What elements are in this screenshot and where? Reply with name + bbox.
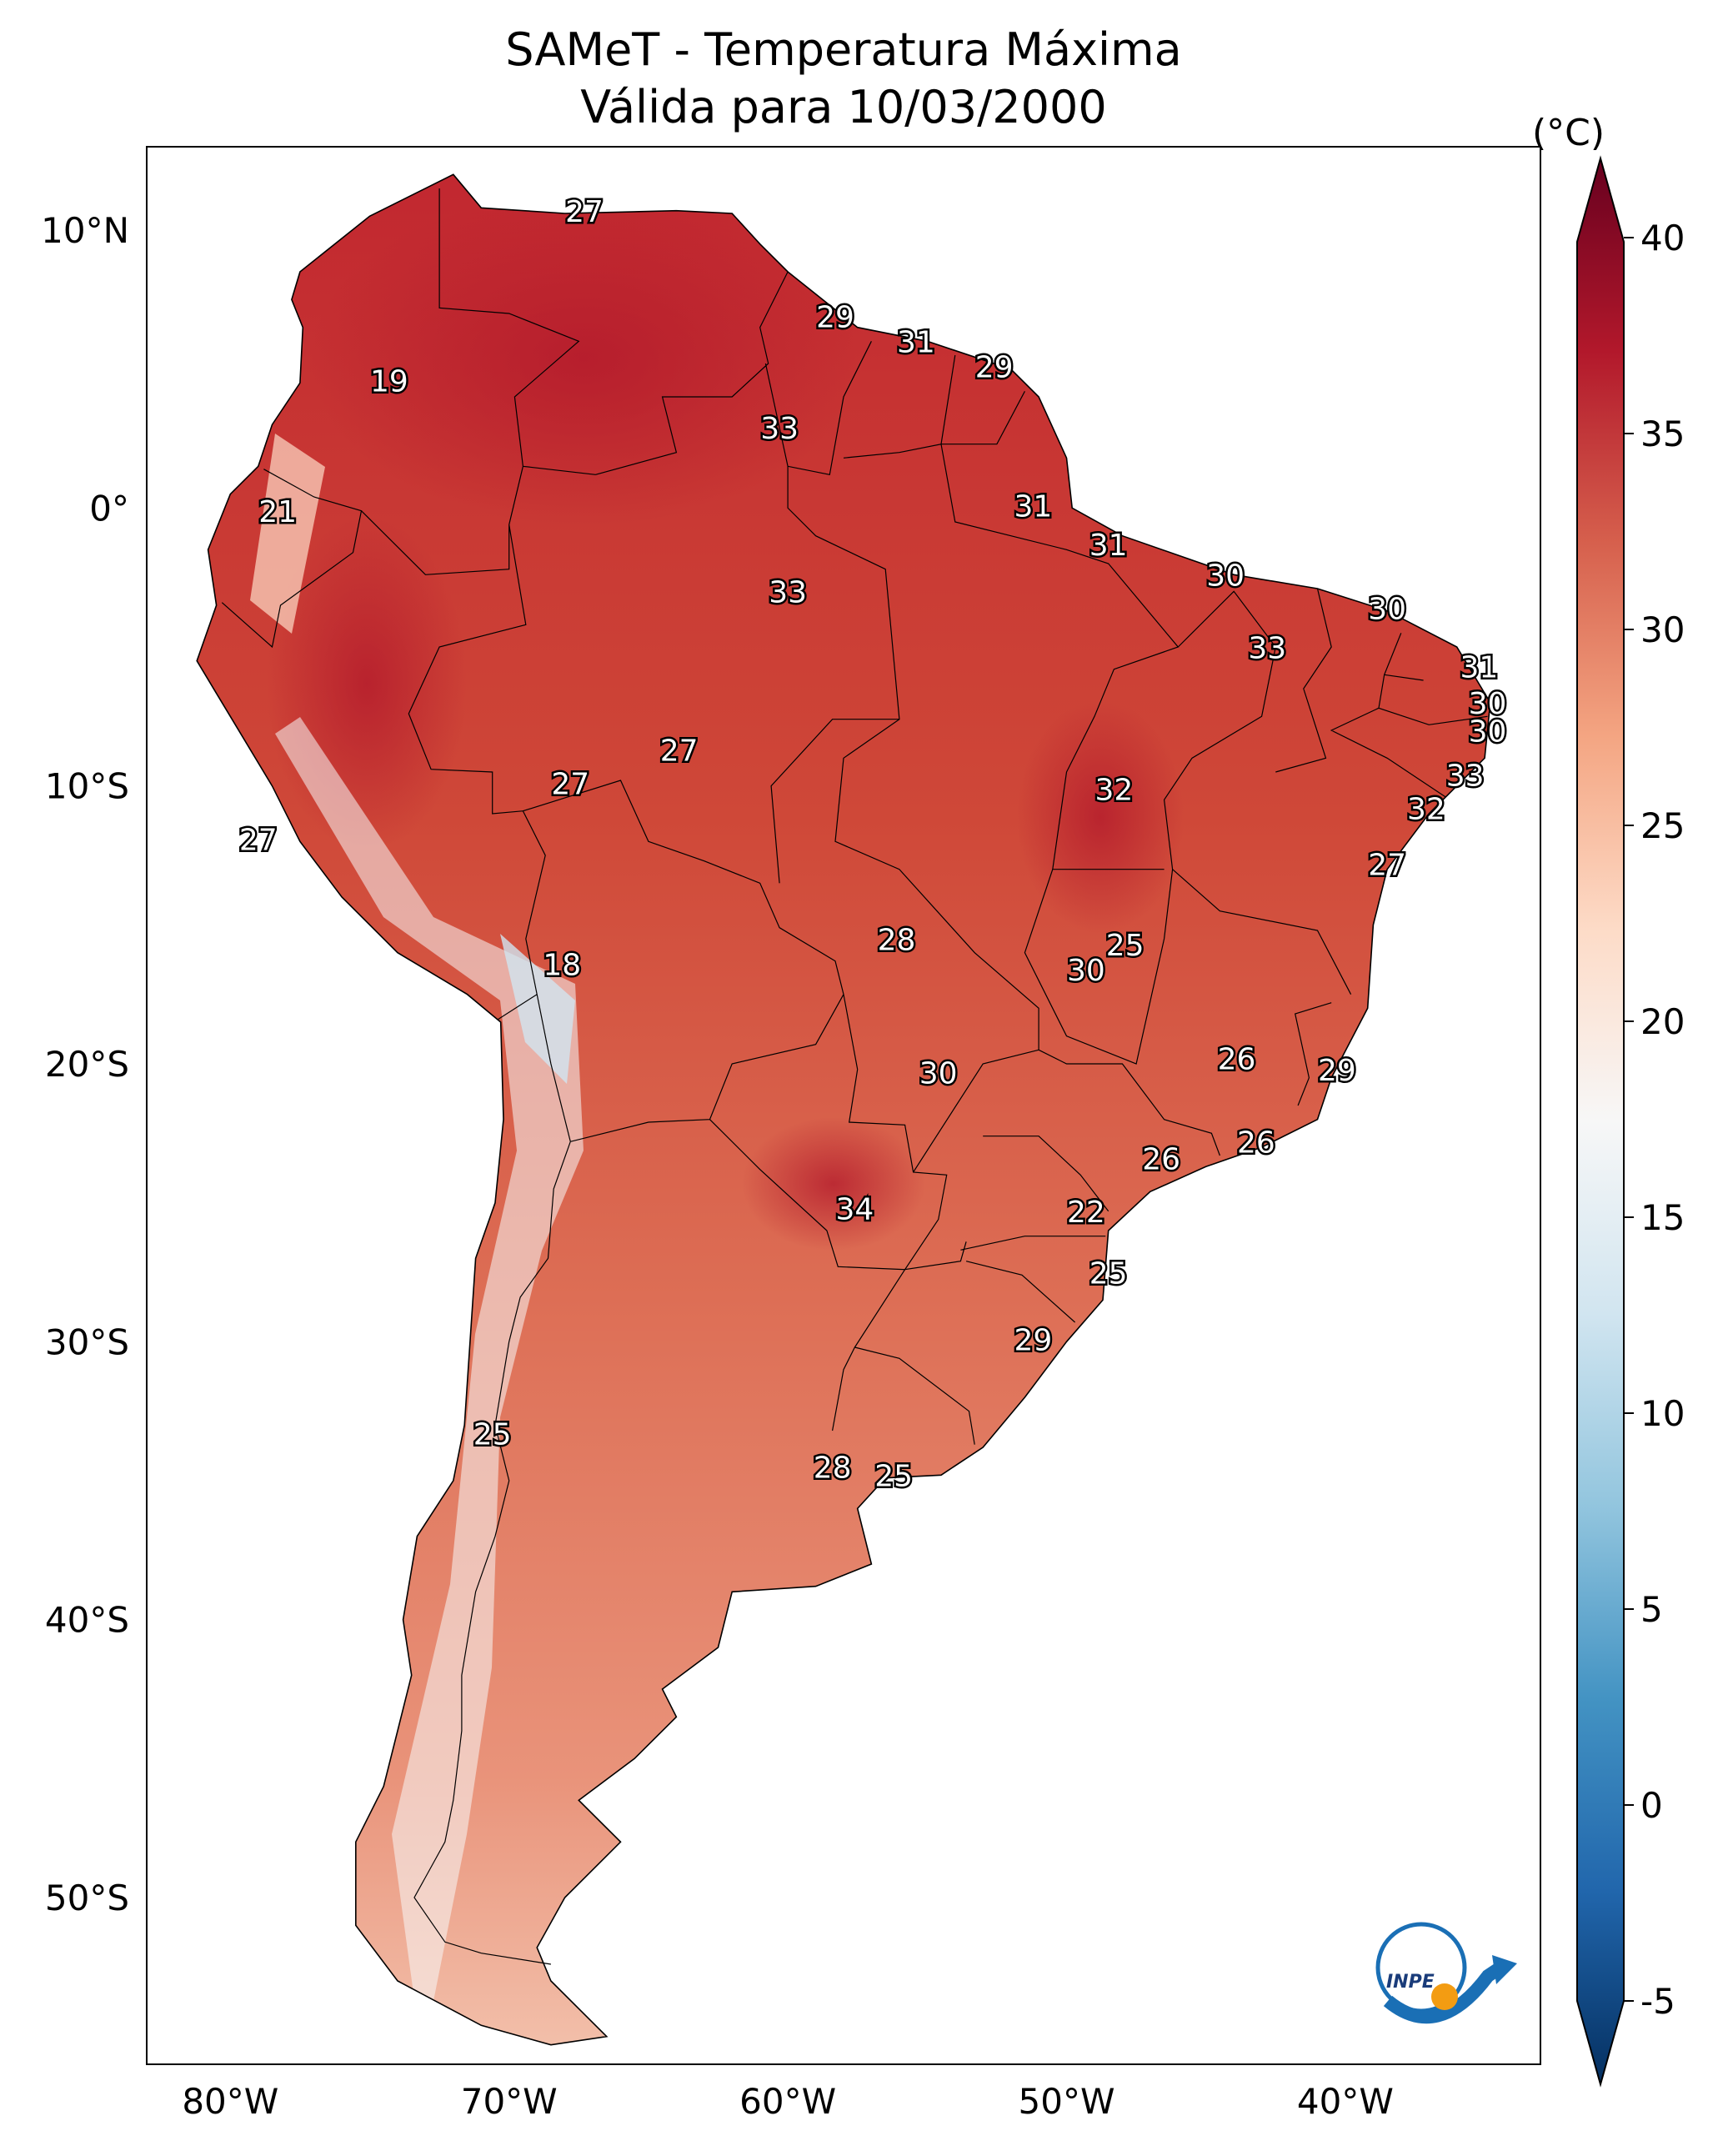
latitude-label: 10°N [41, 210, 129, 251]
station-label: 29 [816, 301, 854, 335]
station-label: 33 [1446, 760, 1485, 794]
inpe-logo: INPE [1375, 1922, 1517, 2024]
station-label: 19 [370, 364, 408, 399]
station-label: 27 [1368, 848, 1406, 882]
station-label: 26 [1218, 1043, 1256, 1077]
station-label: 31 [897, 326, 935, 360]
country-borders [221, 188, 1488, 1965]
station-label: 28 [878, 923, 916, 957]
colorbar-tick-label: 25 [1640, 805, 1685, 846]
colorbar-tick-label: 35 [1640, 414, 1685, 454]
station-label: 25 [1106, 929, 1144, 963]
colorbar-tick-label: 15 [1640, 1197, 1685, 1238]
station-label: 25 [874, 1460, 913, 1494]
station-label: 32 [1094, 773, 1133, 807]
latitude-label: 30°S [45, 1321, 129, 1362]
station-label: 27 [565, 195, 604, 229]
colorbar-tick-label: -5 [1640, 1981, 1675, 2022]
station-label: 27 [660, 735, 699, 769]
colorbar-tick-label: 20 [1640, 1001, 1685, 1042]
longitude-label: 70°W [461, 2081, 558, 2122]
station-label: 18 [543, 948, 581, 982]
station-label: 29 [975, 351, 1014, 385]
station-label: 27 [551, 768, 589, 802]
station-label: 22 [1067, 1196, 1105, 1230]
colorbar-tick-label: 0 [1640, 1785, 1663, 1826]
station-label: 21 [258, 495, 297, 529]
station-label: 32 [1407, 793, 1445, 827]
station-label: 31 [1089, 529, 1128, 563]
station-label: 30 [1469, 687, 1507, 721]
longitude-label: 80°W [182, 2081, 278, 2122]
station-label: 26 [1142, 1143, 1180, 1177]
station-label: 33 [760, 412, 799, 446]
longitude-label: 60°W [739, 2081, 836, 2122]
station-label: 31 [1014, 489, 1052, 524]
map-subtitle: Válida para 10/03/2000 [580, 81, 1107, 133]
station-label: 28 [814, 1452, 852, 1486]
station-label: 30 [1368, 593, 1406, 627]
latitude-label: 20°S [45, 1044, 129, 1085]
colorbar-unit-label: (°C) [1532, 112, 1605, 154]
longitude-label: 50°W [1019, 2081, 1115, 2122]
latitude-label: 40°S [45, 1600, 129, 1641]
axes: 10°N 0° 10°S 20°S 30°S 40°S 50°S 80°W 70°W 60°W 50… [41, 210, 1394, 2122]
longitude-label: 40°W [1297, 2081, 1394, 2122]
station-label: 31 [1460, 651, 1498, 685]
colorbar: 40 35 30 25 20 15 10 5 0 -5 [1576, 155, 1685, 2088]
colorbar-bar [1576, 155, 1625, 2088]
colorbar-tick-label: 30 [1640, 609, 1685, 650]
colorbar-tick-label: 10 [1640, 1393, 1685, 1434]
logo-text: INPE [1386, 1972, 1435, 1993]
station-label: 30 [1067, 954, 1105, 988]
station-label: 27 [239, 823, 278, 857]
colorbar-tick-label: 40 [1640, 218, 1685, 258]
station-label: 29 [1014, 1323, 1052, 1357]
latitude-label: 50°S [45, 1878, 129, 1918]
latitude-label: 10°S [45, 766, 129, 807]
colorbar-tick-label: 5 [1640, 1589, 1663, 1630]
station-label: 34 [835, 1193, 874, 1227]
coastline [196, 173, 1491, 2046]
station-label: 25 [1089, 1256, 1128, 1291]
station-label: 33 [769, 576, 807, 610]
latitude-label: 0° [89, 488, 129, 529]
station-label: 29 [1318, 1054, 1356, 1088]
station-label: 30 [919, 1056, 958, 1091]
station-label: 26 [1237, 1126, 1275, 1161]
map-title: SAMeT - Temperatura Máxima [505, 23, 1182, 76]
station-label: 30 [1469, 714, 1507, 749]
station-label: 33 [1248, 631, 1286, 665]
station-label: 30 [1206, 559, 1245, 594]
station-label: 25 [473, 1418, 512, 1452]
